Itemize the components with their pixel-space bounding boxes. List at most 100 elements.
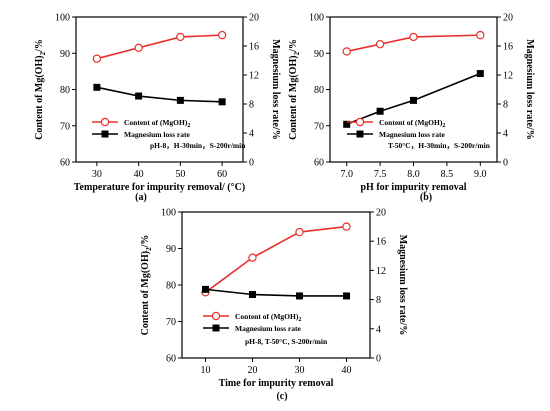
content-point — [476, 30, 485, 40]
panel-label: (a) — [135, 192, 147, 203]
loss-rate-point — [218, 98, 226, 106]
content-point — [92, 54, 102, 63]
y-left-label-subscript: 2 — [39, 51, 47, 55]
x-tick-label: 7.5 — [374, 169, 387, 180]
content-line — [205, 225, 347, 293]
y-left-tick-label: 80 — [166, 281, 176, 292]
x-tick-label: 9.0 — [474, 169, 487, 180]
content-point — [342, 47, 351, 56]
y-left-axis-label: Content of Mg(OH)2/% — [288, 39, 301, 140]
y-right-tick-label: 12 — [249, 71, 259, 82]
legend-content-text: Content of (MgOH) — [379, 118, 443, 127]
y-right-tick-label: 12 — [503, 71, 513, 82]
content-point — [295, 227, 304, 237]
legend-content-marker — [100, 117, 110, 127]
x-tick-label: 8.5 — [441, 169, 454, 180]
y-right-tick-label: 8 — [376, 295, 381, 306]
chart-panel-c: 10 20 30 40 60 70 80 90 100 0 4 8 12 16 20 Time for imp… — [140, 208, 408, 403]
content-line — [346, 34, 481, 53]
y-left-label-suffix: /% — [34, 39, 45, 53]
loss-rate-point — [135, 92, 143, 100]
legend-content-subscript: 2 — [298, 317, 301, 323]
legend-loss-marker — [356, 130, 364, 138]
legend-content-subscript: 2 — [442, 123, 445, 129]
y-right-tick-label: 20 — [376, 208, 386, 219]
legend-loss-label: Magnesium loss rate — [379, 130, 445, 139]
loss-rate-point — [202, 285, 209, 293]
y-left-tick-label: 90 — [314, 49, 324, 60]
y-left-tick-label: 70 — [314, 121, 324, 132]
legend-content-marker — [355, 117, 365, 127]
y-left-axis-label: Content of Mg(OH)2/% — [34, 39, 47, 140]
condition-note: pH-8，H-30min，S-200r/min — [150, 141, 246, 150]
loss-rate-point — [343, 120, 351, 128]
y-right-axis-label: Magnesium loss rate/% — [270, 39, 281, 140]
legend-content-label: Content of (MgOH)2 — [379, 118, 445, 129]
condition-note: T-50°C，H-30min，S-200r/min — [388, 141, 491, 150]
loss-rate-point — [410, 96, 417, 104]
legend-content-label: Content of (MgOH)2 — [124, 118, 190, 129]
content-point — [217, 30, 227, 40]
loss-rate-point — [476, 70, 484, 78]
y-left-tick-label: 100 — [55, 13, 70, 24]
y-left-tick-label: 100 — [161, 208, 176, 219]
x-tick-label: 10 — [201, 365, 211, 376]
y-left-tick-label: 90 — [60, 49, 70, 60]
loss-rate-line — [96, 86, 223, 103]
content-point — [248, 253, 257, 262]
x-axis-label: Time for impurity removal — [219, 378, 334, 389]
y-right-axis-label: Magnesium loss rate/% — [524, 39, 535, 140]
loss-rate-line — [205, 288, 347, 297]
y-left-tick-label: 60 — [314, 158, 324, 169]
x-tick-label: 7.0 — [340, 169, 353, 180]
y-right-tick-label: 16 — [376, 237, 386, 248]
content-point — [342, 222, 351, 231]
y-right-tick-label: 0 — [503, 158, 508, 169]
y-left-label-text: Content of Mg(OH) — [288, 55, 299, 139]
y-left-tick-label: 60 — [60, 158, 70, 169]
x-tick-label: 30 — [92, 169, 102, 180]
panel-label: (c) — [276, 391, 287, 402]
y-left-tick-label: 70 — [60, 121, 70, 132]
x-tick-label: 50 — [175, 169, 185, 180]
x-tick-label: 40 — [134, 169, 144, 180]
panel-label: (b) — [420, 192, 432, 203]
legend-loss-marker — [212, 324, 220, 332]
y-left-label-suffix: /% — [140, 235, 151, 249]
loss-rate-point — [376, 107, 384, 115]
x-tick-label: 60 — [217, 169, 227, 180]
loss-rate-point — [296, 292, 303, 300]
y-right-tick-label: 0 — [249, 158, 254, 169]
loss-rate-point — [343, 292, 350, 300]
y-right-tick-label: 8 — [249, 100, 254, 111]
y-right-tick-label: 4 — [503, 129, 508, 140]
x-axis-label: pH for impurity removal — [360, 182, 466, 193]
legend-content-marker — [211, 311, 221, 321]
legend-content-subscript: 2 — [187, 123, 190, 129]
y-left-axis-label: Content of Mg(OH)2/% — [140, 235, 153, 336]
x-tick-label: 20 — [248, 365, 258, 376]
chart-panel-b: 7.0 7.5 8.0 8.5 9.0 60 70 80 90 100 0 4 8 12 16 20 pH fo… — [288, 13, 535, 204]
content-point — [409, 32, 418, 42]
y-right-tick-label: 16 — [249, 42, 259, 53]
x-axis-label: Temperature for impurity removal/ (°C) — [74, 182, 245, 193]
content-line — [96, 34, 223, 60]
legend-content-text: Content of (MgOH) — [124, 118, 188, 127]
y-right-tick-label: 4 — [249, 129, 254, 140]
y-left-label-subscript: 2 — [145, 247, 153, 251]
y-right-tick-label: 12 — [376, 266, 386, 277]
x-tick-label: 8.0 — [407, 169, 420, 180]
legend-loss-marker — [101, 130, 109, 138]
y-left-label-text: Content of Mg(OH) — [34, 55, 45, 139]
y-left-tick-label: 60 — [166, 354, 176, 365]
y-right-tick-label: 4 — [376, 324, 381, 335]
y-left-label-subscript: 2 — [293, 51, 301, 55]
legend-loss-label: Magnesium loss rate — [235, 324, 301, 333]
condition-note: pH-8, T-50°C, S-200r/min — [245, 337, 328, 346]
y-right-tick-label: 0 — [376, 354, 381, 365]
y-left-tick-label: 70 — [166, 317, 176, 328]
y-left-tick-label: 90 — [166, 244, 176, 255]
y-right-tick-label: 16 — [503, 42, 513, 53]
